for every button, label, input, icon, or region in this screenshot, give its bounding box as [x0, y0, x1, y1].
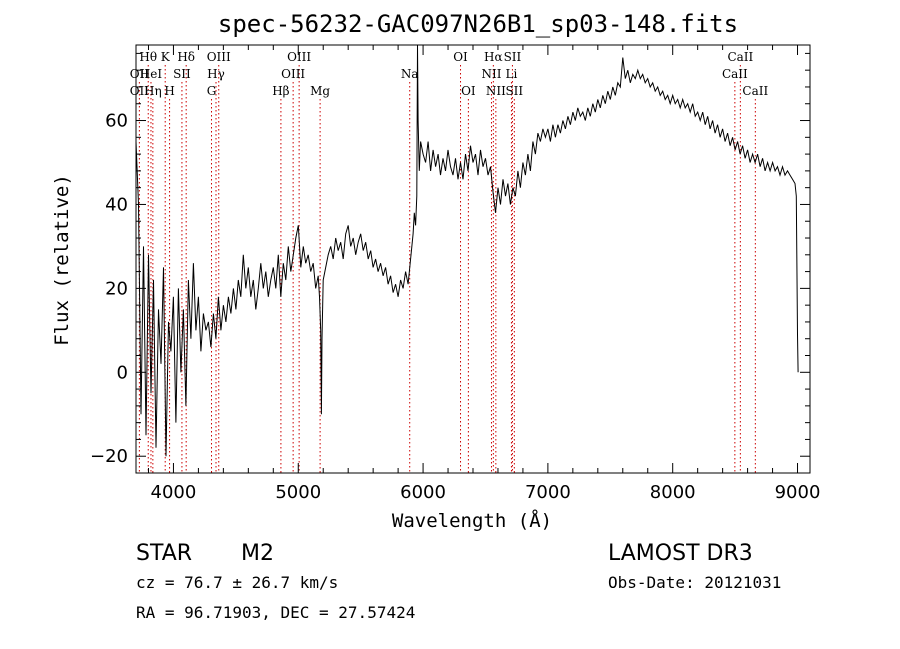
- spectrum-series-line: [135, 44, 799, 457]
- x-axis-ticks: 4000 5000 6000 7000 8000 9000: [147, 45, 821, 503]
- x-tick-label: 4000: [151, 482, 197, 503]
- spectral-line-label: HeI: [140, 67, 163, 81]
- spectral-line-label: Hθ: [139, 50, 157, 64]
- y-tick-label: 0: [117, 362, 128, 383]
- chart-title: spec-56232-GAC097N26B1_sp03-148.fits: [218, 10, 738, 38]
- spectral-line-label: SII: [505, 84, 523, 98]
- spectral-line-label: OII: [130, 67, 150, 81]
- spectral-line-label: Hγ: [207, 67, 225, 81]
- spectral-line-label: Hη: [144, 84, 162, 98]
- spectral-line-label: Mg: [310, 84, 330, 98]
- y-tick-label: −20: [90, 446, 128, 467]
- y-tick-label: 60: [105, 111, 128, 132]
- plot-frame: [135, 44, 811, 474]
- x-tick-label: 5000: [275, 482, 321, 503]
- spectral-line-label: Li: [506, 67, 518, 81]
- spectral-line-label: CaII: [742, 84, 768, 98]
- coords-text: RA = 96.71903, DEC = 27.57424: [136, 603, 415, 622]
- spectral-line-label: H: [164, 84, 174, 98]
- spectral-line-label: OII: [130, 84, 150, 98]
- x-tick-label: 8000: [650, 482, 696, 503]
- spectral-line-markers: [138, 65, 756, 473]
- y-axis-ticks: −20 0 20 40 60: [90, 52, 810, 467]
- velocity-text: cz = 76.7 ± 26.7 km/s: [136, 573, 338, 592]
- object-class: STAR: [136, 541, 192, 566]
- x-axis-label: Wavelength (Å): [392, 509, 552, 532]
- spectral-line-label: SII: [504, 50, 522, 64]
- y-tick-label: 20: [105, 278, 128, 299]
- spectral-line-label: OI: [453, 50, 468, 64]
- x-tick-label: 6000: [400, 482, 446, 503]
- spectral-line-label: CaII: [727, 50, 753, 64]
- y-axis-label: Flux (relative): [51, 174, 73, 346]
- spectral-line-label: Na: [401, 67, 419, 81]
- spectral-line-label: Hδ: [177, 50, 195, 64]
- spectral-line-label: OI: [461, 84, 476, 98]
- spectral-line-label: OIII: [207, 50, 231, 64]
- spectral-line-label: Hα: [484, 50, 503, 64]
- spectral-line-label: OIII: [287, 50, 311, 64]
- x-tick-label: 7000: [525, 482, 571, 503]
- spectral-line-label: G: [207, 84, 217, 98]
- spectral-line-label: SII: [173, 67, 191, 81]
- spectral-line-label: Hβ: [272, 84, 289, 98]
- y-tick-label: 40: [105, 194, 128, 215]
- spectral-line-label: OIII: [281, 67, 305, 81]
- survey-label: LAMOST DR3: [608, 541, 753, 566]
- spectral-line-label: K: [161, 50, 171, 64]
- spectral-line-label: CaII: [722, 67, 748, 81]
- spectral-line-label: NII: [486, 84, 506, 98]
- spectral-line-label: NII: [481, 67, 501, 81]
- obs-date-text: Obs-Date: 20121031: [608, 573, 781, 592]
- x-tick-label: 9000: [775, 482, 821, 503]
- object-subclass: M2: [241, 541, 274, 566]
